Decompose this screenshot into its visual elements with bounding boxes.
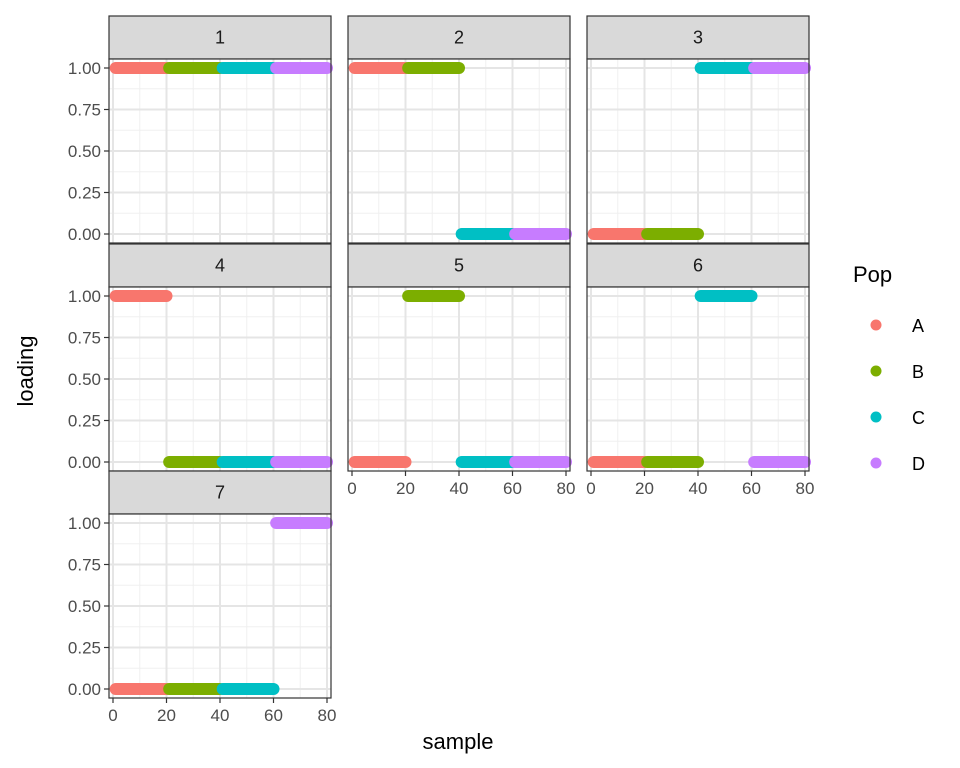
panel-border xyxy=(347,58,571,244)
legend: Pop A B C D xyxy=(853,262,925,474)
x-tick-label: 60 xyxy=(742,479,761,498)
y-tick-label: 0.00 xyxy=(68,225,101,244)
facet-strip xyxy=(586,15,810,60)
x-axis-title: sample xyxy=(423,729,494,754)
legend-title: Pop xyxy=(853,262,892,287)
y-tick-label: 0.50 xyxy=(68,370,101,389)
facet-panel-7: 7 0.00 0.25 0.50 0.75 1.00 0 20 40 60 80 xyxy=(68,470,337,725)
legend-label-A: A xyxy=(912,316,924,336)
legend-key-A xyxy=(870,319,882,331)
x-tick-label: 20 xyxy=(157,706,176,725)
facet-strip-label: 5 xyxy=(454,256,464,276)
facet-strip-label: 4 xyxy=(215,256,225,276)
facet-panel-5: 5 0 20 40 60 80 xyxy=(347,243,576,498)
facet-panel-6: 60 20 40 60 80 xyxy=(586,243,815,498)
x-tick-label: 60 xyxy=(503,479,522,498)
y-tick-label: 1.00 xyxy=(68,514,101,533)
legend-key-C xyxy=(870,411,882,423)
x-tick-label: 0 xyxy=(347,479,356,498)
y-tick-label: 0.00 xyxy=(68,680,101,699)
y-tick-label: 0.75 xyxy=(68,101,101,120)
facet-strip-label: 7 xyxy=(215,483,225,503)
facet-strip xyxy=(586,243,810,288)
x-tick-label: 40 xyxy=(211,706,230,725)
y-tick-label: 0.50 xyxy=(68,597,101,616)
y-tick-label: 0.25 xyxy=(68,412,101,431)
facet-strip-label: 2 xyxy=(454,28,464,48)
y-tick-label: 0.00 xyxy=(68,453,101,472)
legend-label-B: B xyxy=(912,362,924,382)
x-tick-label: 0 xyxy=(586,479,595,498)
y-axis-title: loading xyxy=(13,336,38,407)
facet-strip-label: 3 xyxy=(693,28,703,48)
y-tick-label: 1.00 xyxy=(68,287,101,306)
x-tick-label: 60 xyxy=(264,706,283,725)
facet-strip xyxy=(347,15,571,60)
facet-panel-2: 2 xyxy=(347,15,572,244)
x-tick-label: 20 xyxy=(396,479,415,498)
facet-strip-label: 1 xyxy=(215,28,225,48)
legend-label-D: D xyxy=(912,454,925,474)
facet-strip xyxy=(108,470,332,515)
facet-strip xyxy=(108,243,332,288)
facet-panels: 1 0.00 0.25 0.50 0.75 1.00 2 3 4 0.00 0.25 0.50 0.75… xyxy=(68,15,815,725)
y-tick-label: 0.25 xyxy=(68,639,101,658)
facet-strip xyxy=(108,15,332,60)
y-tick-label: 0.75 xyxy=(68,329,101,348)
facet-panel-3: 3 xyxy=(586,15,811,244)
x-tick-label: 80 xyxy=(557,479,576,498)
x-tick-label: 40 xyxy=(689,479,708,498)
legend-key-D xyxy=(870,457,882,469)
x-tick-label: 0 xyxy=(108,706,117,725)
x-tick-label: 40 xyxy=(450,479,469,498)
facet-strip xyxy=(347,243,571,288)
x-tick-label: 80 xyxy=(318,706,337,725)
legend-key-B xyxy=(870,365,882,377)
facet-panel-4: 4 0.00 0.25 0.50 0.75 1.00 xyxy=(68,243,333,472)
x-tick-label: 80 xyxy=(796,479,815,498)
y-tick-label: 0.75 xyxy=(68,556,101,575)
y-tick-label: 1.00 xyxy=(68,59,101,78)
panel-border xyxy=(586,58,810,244)
y-tick-label: 0.25 xyxy=(68,184,101,203)
x-tick-label: 20 xyxy=(635,479,654,498)
y-tick-label: 0.50 xyxy=(68,142,101,161)
facet-panel-1: 1 0.00 0.25 0.50 0.75 1.00 xyxy=(68,15,333,244)
legend-label-C: C xyxy=(912,408,925,428)
facet-strip-label: 6 xyxy=(693,256,703,276)
